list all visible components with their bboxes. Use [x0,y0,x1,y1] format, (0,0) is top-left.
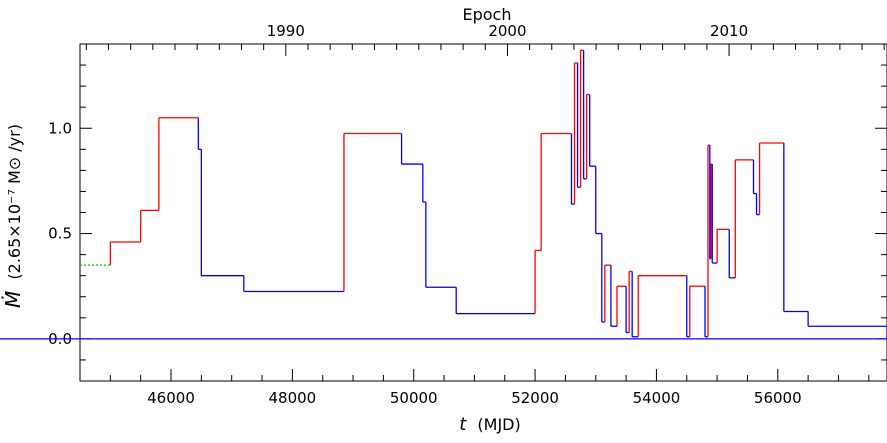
y-tick-label: 1.0 [48,119,72,137]
y-axis-title: Ṁ (2.65×10⁻⁷ M⊙ /yr) [1,124,25,308]
x-tick-label: 48000 [269,389,317,407]
top-tick-label: 2010 [710,22,748,40]
x-tick-label: 52000 [511,389,559,407]
axis-ticks [79,43,887,382]
x-axis-title: t (MJD) [459,414,520,435]
top-axis-title: Epoch [463,5,512,24]
x-tick-label: 50000 [390,389,438,407]
x-tick-label: 56000 [754,389,802,407]
top-tick-label: 2000 [488,22,526,40]
x-tick-label: 46000 [147,389,195,407]
top-tick-label: 1990 [267,22,305,40]
y-axis-symbol: Ṁ [1,291,25,308]
y-tick-label: 0.5 [48,225,72,243]
x-axis-unit: (MJD) [477,415,520,434]
accretion-rate-steps [0,49,887,340]
x-tick-label: 54000 [633,389,681,407]
tick-labels: 46000 48000 50000 52000 54000 56000 1990 2000 20… [48,22,802,407]
x-axis-symbol: t [459,414,467,435]
y-axis-unit: (2.65×10⁻⁷ M⊙ /yr) [5,124,24,280]
